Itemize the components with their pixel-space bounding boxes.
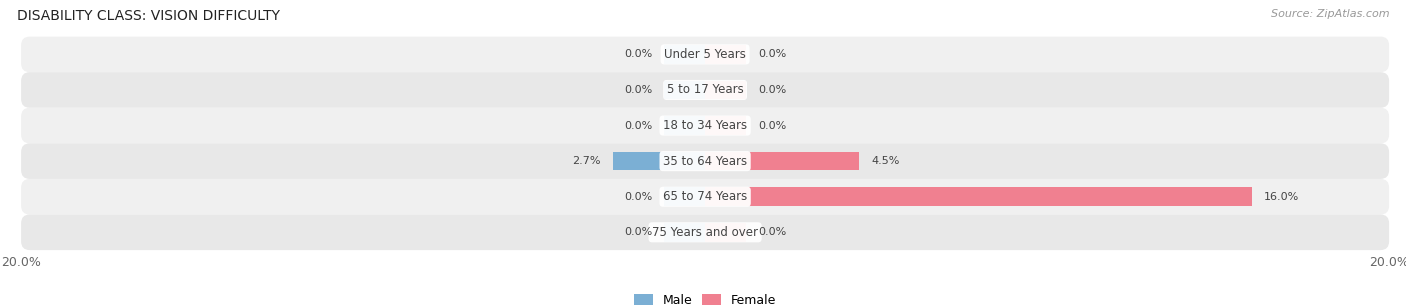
Text: 0.0%: 0.0% [758, 227, 786, 237]
Bar [706, 223, 747, 242]
Text: 4.5%: 4.5% [870, 156, 900, 166]
FancyBboxPatch shape [21, 214, 1389, 250]
Text: 0.0%: 0.0% [624, 85, 652, 95]
Bar [664, 223, 706, 242]
Legend: Male, Female: Male, Female [628, 289, 782, 305]
Text: 0.0%: 0.0% [624, 227, 652, 237]
Bar [706, 116, 747, 135]
Bar [664, 45, 706, 64]
Bar [706, 188, 1253, 206]
Text: 0.0%: 0.0% [758, 85, 786, 95]
Text: 75 Years and over: 75 Years and over [652, 226, 758, 239]
Bar [664, 81, 706, 99]
Text: 0.0%: 0.0% [624, 120, 652, 131]
Text: DISABILITY CLASS: VISION DIFFICULTY: DISABILITY CLASS: VISION DIFFICULTY [17, 9, 280, 23]
Bar [613, 152, 706, 170]
Bar [706, 81, 747, 99]
Bar [706, 45, 747, 64]
Text: Under 5 Years: Under 5 Years [664, 48, 747, 61]
Text: 35 to 64 Years: 35 to 64 Years [664, 155, 747, 168]
Bar [664, 188, 706, 206]
Text: 0.0%: 0.0% [624, 49, 652, 59]
Bar [664, 116, 706, 135]
Text: 5 to 17 Years: 5 to 17 Years [666, 84, 744, 96]
Text: 0.0%: 0.0% [758, 49, 786, 59]
FancyBboxPatch shape [21, 72, 1389, 108]
Text: 65 to 74 Years: 65 to 74 Years [664, 190, 747, 203]
Text: 0.0%: 0.0% [758, 120, 786, 131]
Text: 16.0%: 16.0% [1264, 192, 1299, 202]
Bar [706, 152, 859, 170]
Text: 2.7%: 2.7% [572, 156, 600, 166]
Text: 0.0%: 0.0% [624, 192, 652, 202]
Text: 18 to 34 Years: 18 to 34 Years [664, 119, 747, 132]
FancyBboxPatch shape [21, 108, 1389, 143]
Text: Source: ZipAtlas.com: Source: ZipAtlas.com [1271, 9, 1389, 19]
FancyBboxPatch shape [21, 37, 1389, 72]
FancyBboxPatch shape [21, 143, 1389, 179]
FancyBboxPatch shape [21, 179, 1389, 214]
